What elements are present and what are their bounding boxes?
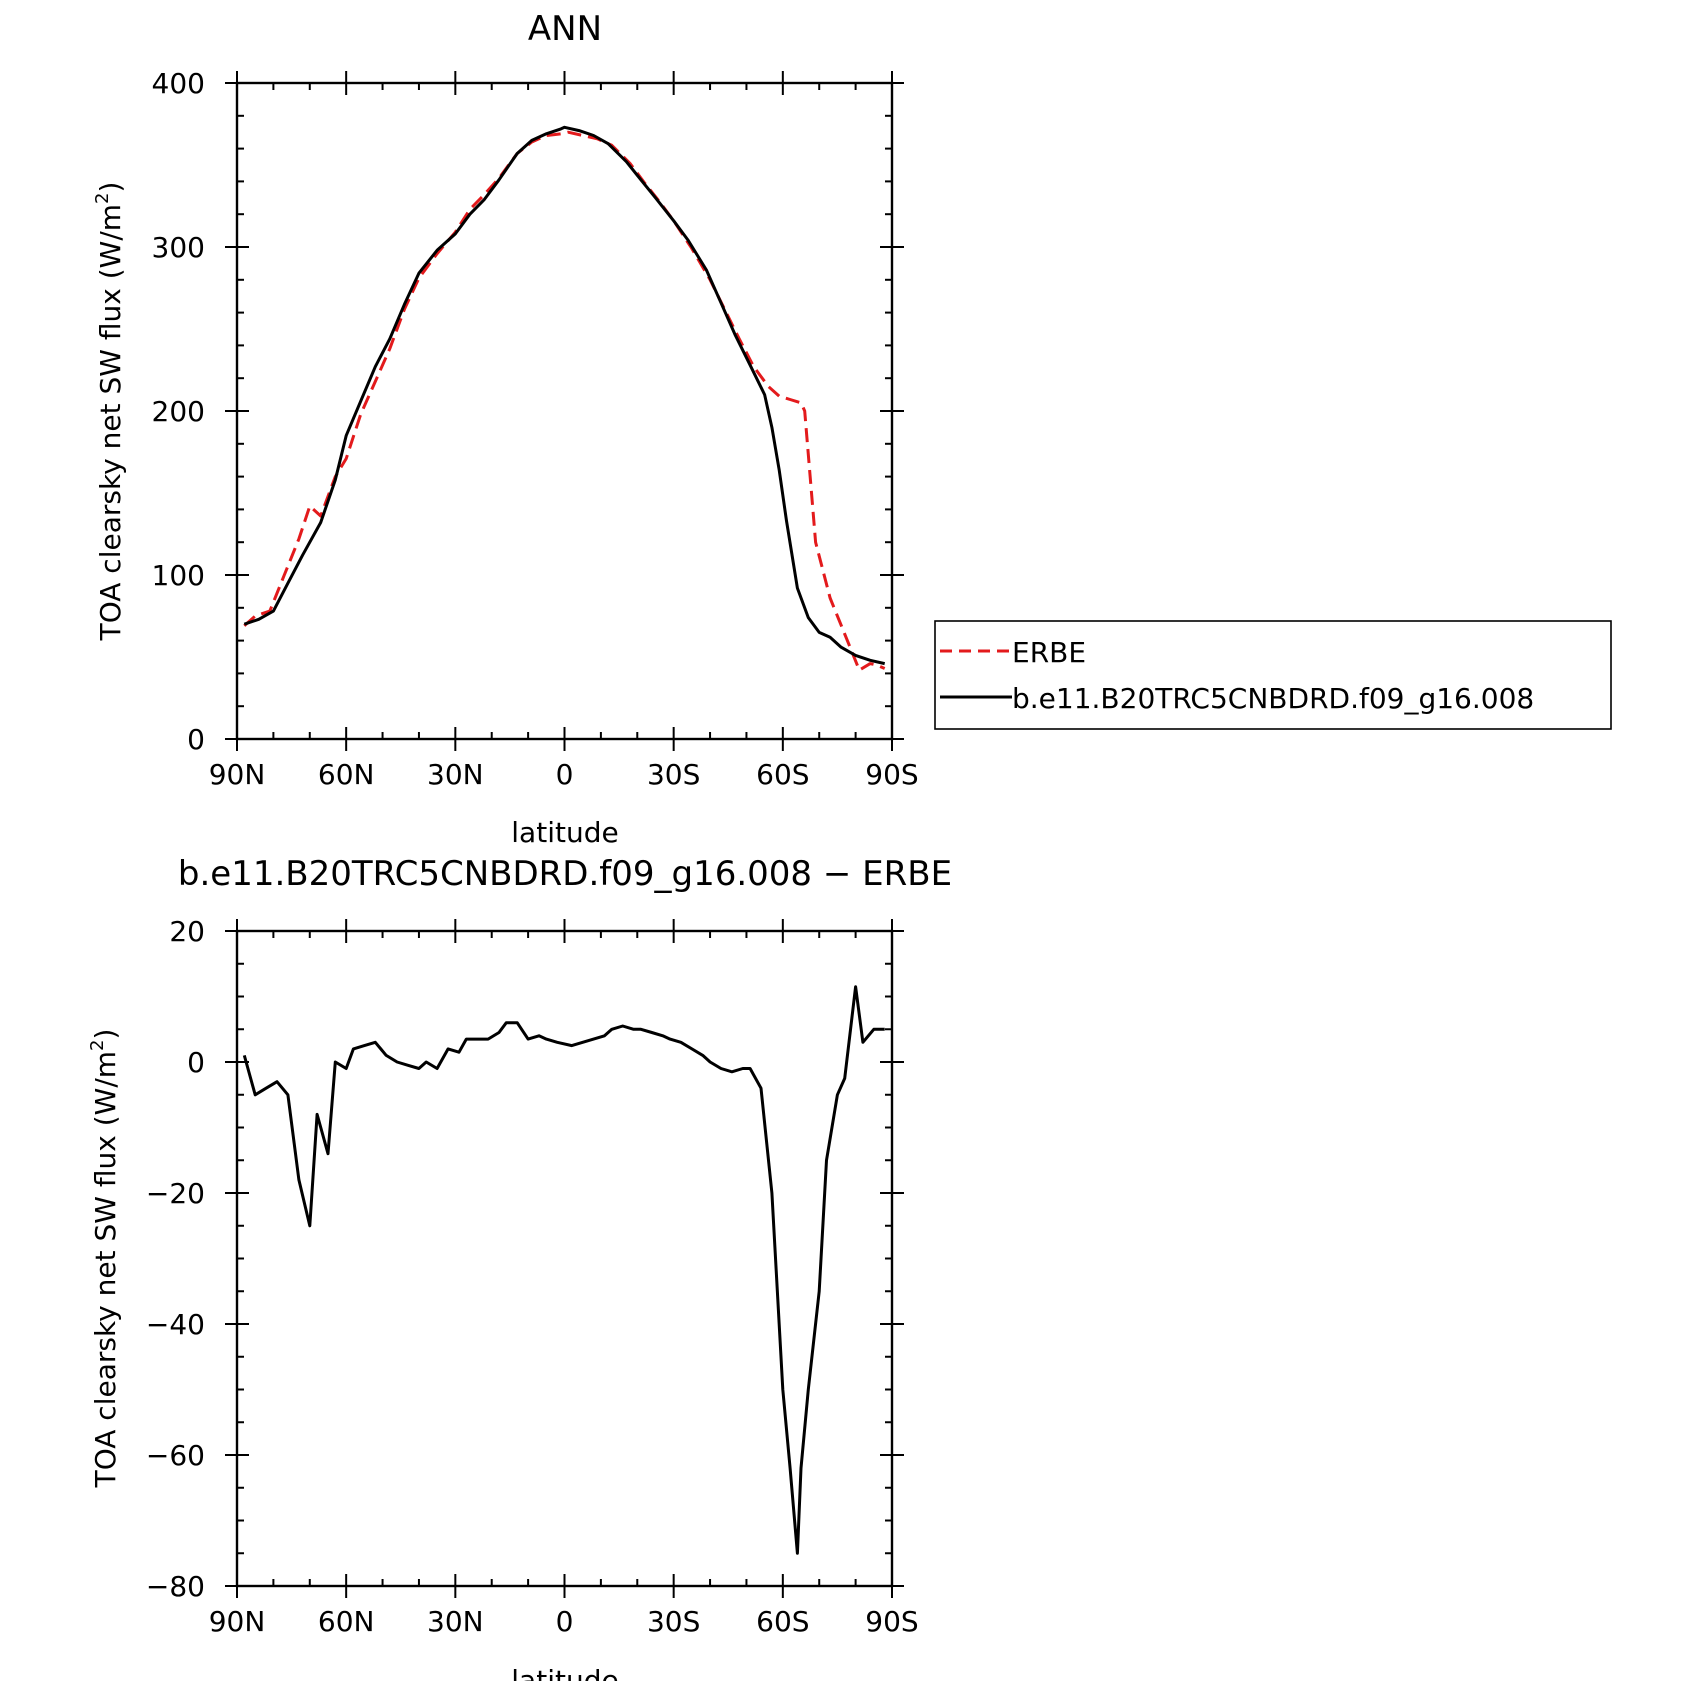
bottom-y-axis-label-sup: 2 — [87, 1040, 108, 1051]
top-y-tick-label: 0 — [187, 723, 205, 756]
top-x-tick-label: 60N — [318, 758, 375, 791]
top-x-tick-label: 60S — [756, 758, 809, 791]
top-y-tick-labels: 0 100 200 300 400 — [152, 67, 205, 756]
top-y-axis-label-close: ) — [94, 182, 127, 193]
bottom-chart-frame — [235, 929, 894, 1588]
top-y-tick-label: 300 — [152, 231, 205, 264]
bottom-chart-series — [242, 985, 885, 1555]
top-x-tick-label: 90N — [209, 758, 266, 791]
top-x-tick-label: 30S — [647, 758, 700, 791]
top-series-erbe-line — [243, 130, 886, 672]
top-chart-title: ANN — [528, 9, 602, 49]
bottom-x-tick-label: 90N — [209, 1605, 266, 1638]
bottom-chart-title: b.e11.B20TRC5CNBDRD.f09_g16.008 − ERBE — [178, 854, 952, 894]
bottom-y-tick-label: −20 — [146, 1177, 205, 1210]
bottom-y-tick-label: −60 — [146, 1439, 205, 1472]
legend: ERBE b.e11.B20TRC5CNBDRD.f09_g16.008 — [934, 620, 1612, 730]
bottom-y-axis-label-text: TOA clearsky net SW flux (W/m — [89, 1051, 122, 1488]
bottom-x-tick-label: 90S — [865, 1605, 918, 1638]
top-x-tick-label: 90S — [865, 758, 918, 791]
top-y-tick-label: 400 — [152, 67, 205, 100]
bottom-x-tick-label: 30S — [647, 1605, 700, 1638]
bottom-y-axis-label-close: ) — [89, 1029, 122, 1040]
bottom-chart-panel: b.e11.B20TRC5CNBDRD.f09_g16.008 − ERBE 9… — [87, 854, 952, 1681]
bottom-y-tick-label: −40 — [146, 1308, 205, 1341]
top-y-axis-label: TOA clearsky net SW flux (W/m2) — [92, 182, 127, 642]
bottom-x-tick-label: 60N — [318, 1605, 375, 1638]
bottom-x-axis-label: latitude — [511, 1664, 618, 1681]
top-x-tick-label: 0 — [556, 758, 574, 791]
top-y-axis-label-text: TOA clearsky net SW flux (W/m — [94, 204, 127, 641]
top-x-tick-labels: 90N 60N 30N 0 30S 60S 90S — [209, 758, 919, 791]
bottom-y-axis-label: TOA clearsky net SW flux (W/m2) — [87, 1029, 122, 1489]
top-series-model-line — [243, 125, 886, 666]
bottom-y-tick-label: −80 — [146, 1570, 205, 1603]
bottom-x-tick-labels: 90N 60N 30N 0 30S 60S 90S — [209, 1605, 919, 1638]
top-chart-frame — [235, 81, 894, 741]
top-y-tick-label: 100 — [152, 559, 205, 592]
top-y-axis-label-sup: 2 — [92, 193, 113, 204]
bottom-x-tick-label: 0 — [556, 1605, 574, 1638]
legend-model-label: b.e11.B20TRC5CNBDRD.f09_g16.008 — [1012, 682, 1534, 715]
legend-erbe-label: ERBE — [1012, 636, 1086, 669]
top-x-axis-label: latitude — [511, 816, 618, 849]
top-chart-panel: ANN 90N 60N 30N 0 30S 60S 90S 0 100 200 300 400 la… — [92, 9, 919, 849]
bottom-y-tick-label: 20 — [169, 915, 205, 948]
bottom-x-tick-label: 30N — [427, 1605, 484, 1638]
bottom-x-tick-label: 60S — [756, 1605, 809, 1638]
top-chart-series — [243, 125, 886, 672]
top-x-tick-label: 30N — [427, 758, 484, 791]
bottom-y-tick-labels: 20 0 −20 −40 −60 −80 — [146, 915, 205, 1603]
bottom-chart-ticks — [225, 919, 904, 1598]
bottom-y-tick-label: 0 — [187, 1046, 205, 1079]
legend-box — [934, 620, 1612, 730]
bottom-series-model-line — [242, 985, 885, 1555]
top-y-tick-label: 200 — [152, 395, 205, 428]
top-chart-ticks — [225, 71, 904, 751]
